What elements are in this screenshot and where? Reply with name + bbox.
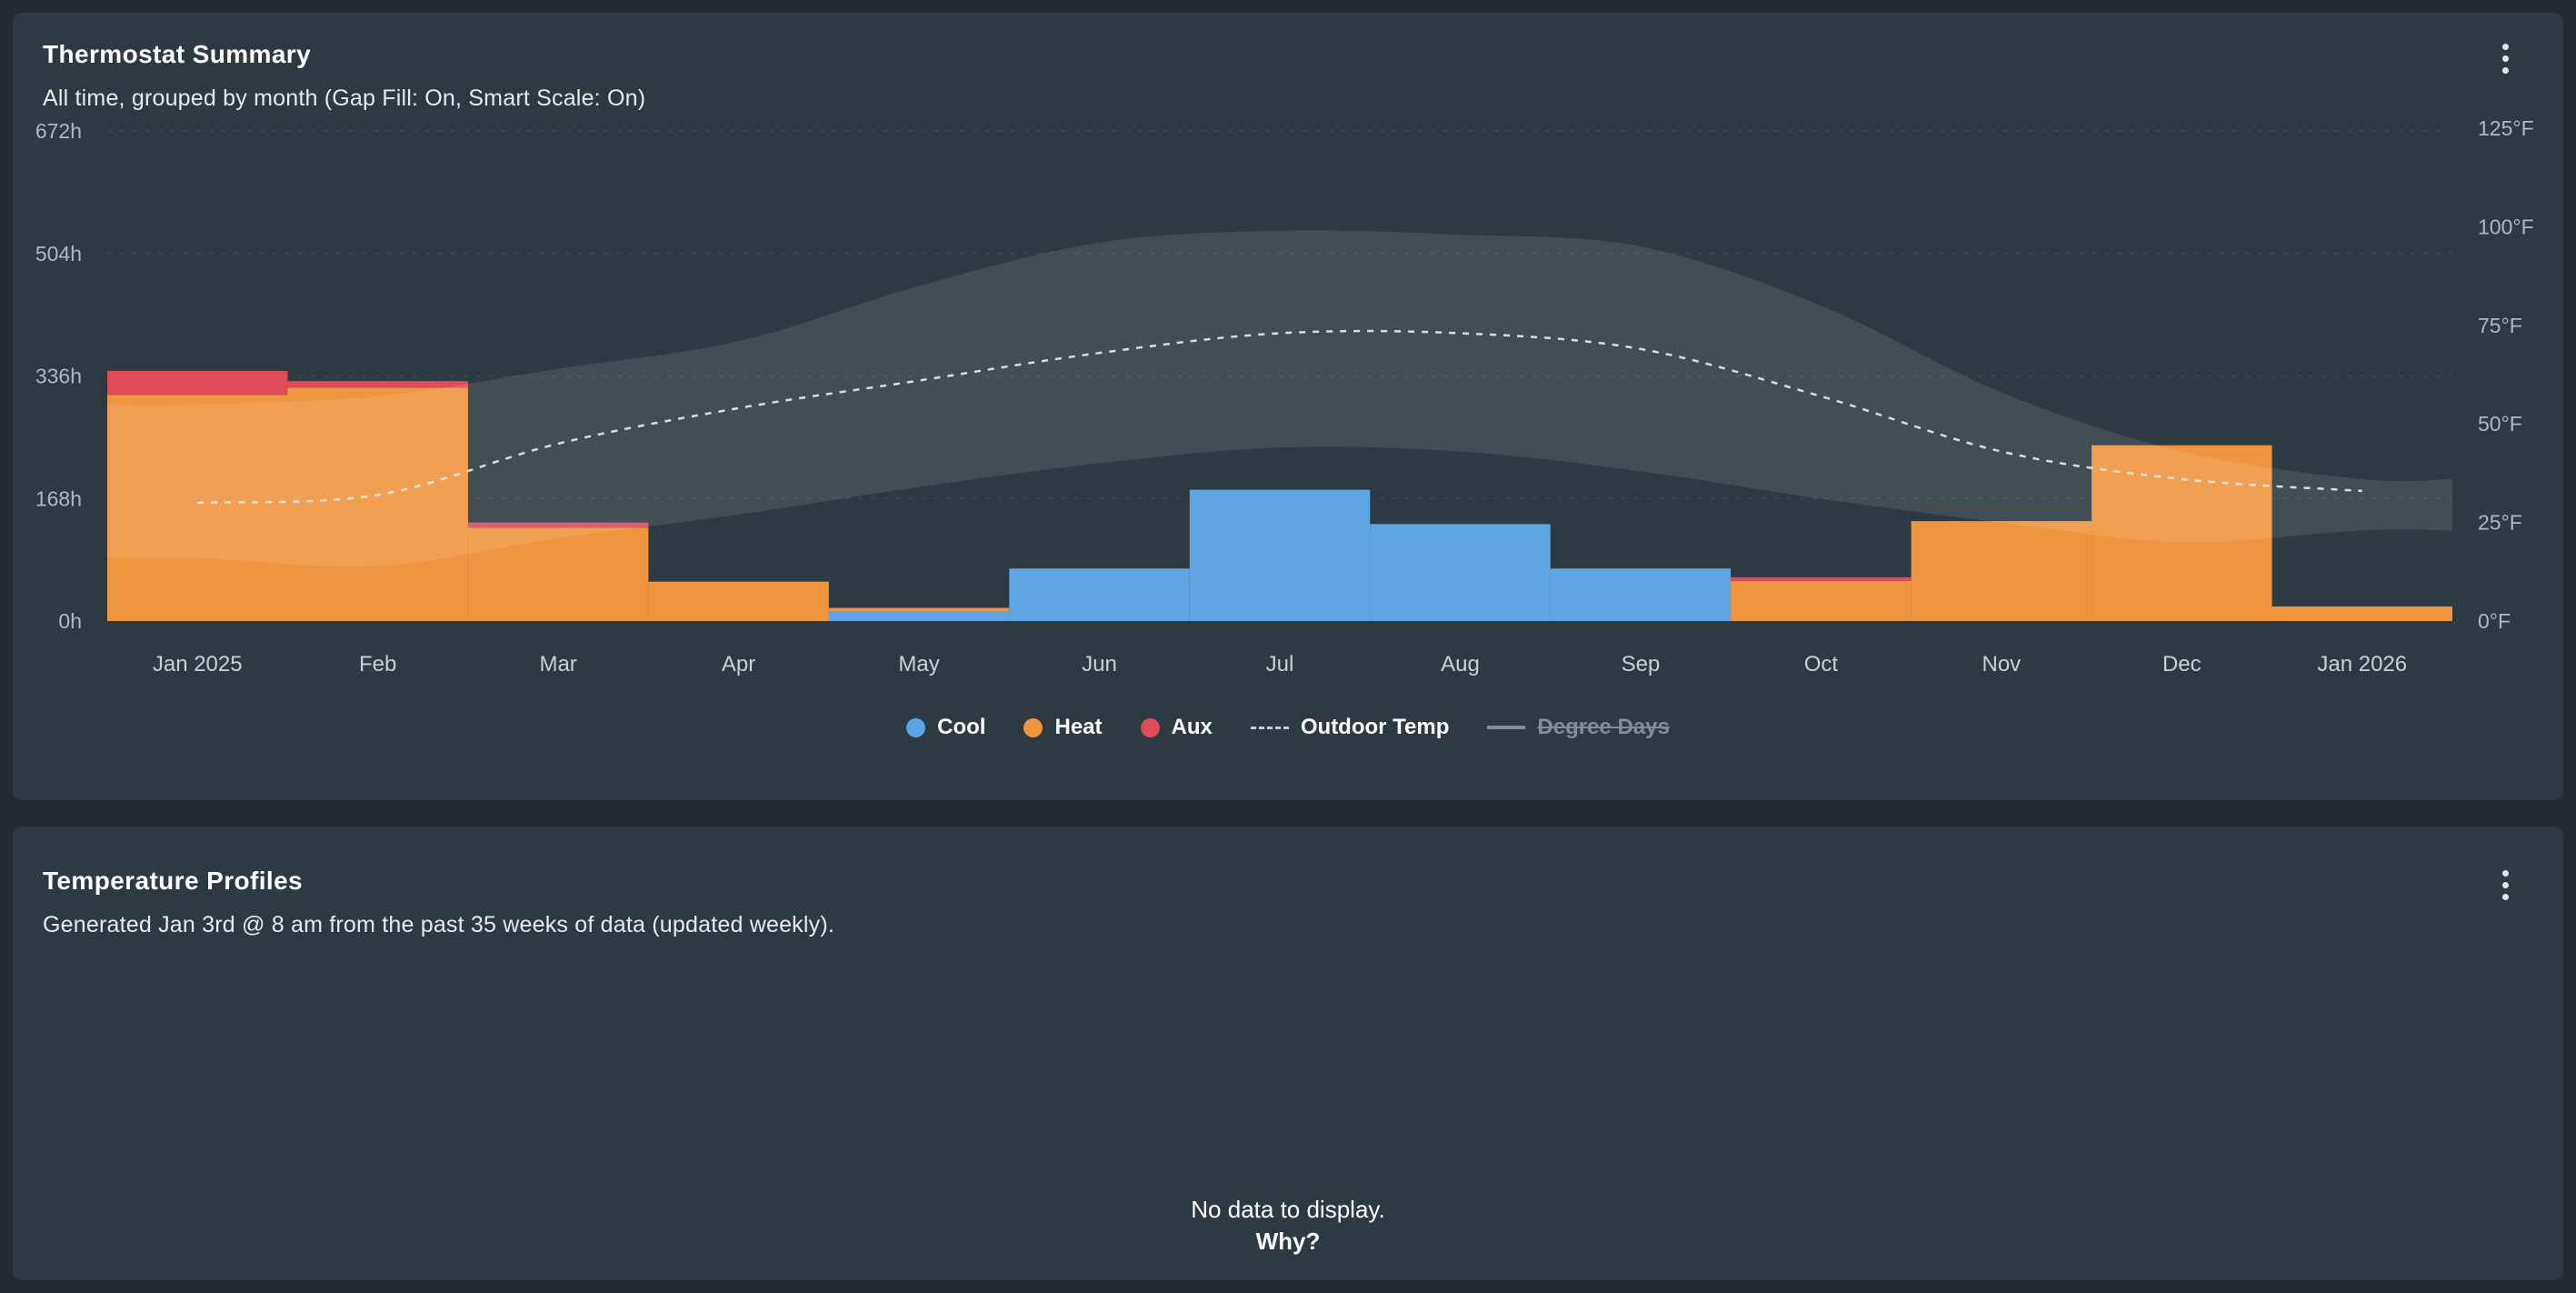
- svg-text:25°F: 25°F: [2478, 511, 2522, 535]
- chart-legend: Cool Heat Aux Outdoor Temp Degree Days: [13, 715, 2563, 740]
- legend-item-heat[interactable]: Heat: [1023, 715, 1103, 740]
- legend-item-aux[interactable]: Aux: [1140, 715, 1213, 740]
- outdoor-temp-swatch-icon: [1250, 726, 1289, 729]
- legend-item-degree-days[interactable]: Degree Days: [1487, 715, 1670, 740]
- svg-text:168h: 168h: [35, 486, 82, 510]
- summary-card-subtitle: All time, grouped by month (Gap Fill: On…: [43, 85, 646, 111]
- svg-text:504h: 504h: [35, 242, 82, 266]
- svg-text:May: May: [898, 652, 939, 677]
- kebab-dot: [2502, 55, 2509, 62]
- empty-state: No data to display. Why?: [13, 1194, 2563, 1258]
- profiles-card-subtitle: Generated Jan 3rd @ 8 am from the past 3…: [43, 912, 834, 937]
- legend-label-degree-days: Degree Days: [1537, 715, 1670, 739]
- svg-text:Mar: Mar: [539, 652, 576, 677]
- kebab-dot: [2502, 882, 2509, 888]
- temperature-profiles-card: Temperature Profiles Generated Jan 3rd @…: [13, 827, 2563, 1280]
- empty-state-message: No data to display.: [1191, 1196, 1385, 1223]
- kebab-menu-icon: [2502, 44, 2509, 50]
- kebab-menu-icon: [2502, 870, 2509, 877]
- cool-swatch-icon: [906, 717, 926, 737]
- kebab-dot: [2502, 894, 2509, 900]
- legend-label-heat: Heat: [1054, 715, 1103, 739]
- summary-card-menu-button[interactable]: [2495, 36, 2516, 81]
- svg-text:100°F: 100°F: [2478, 215, 2534, 238]
- svg-text:0h: 0h: [58, 609, 82, 633]
- aux-swatch-icon: [1140, 717, 1160, 737]
- profiles-card-title: Temperature Profiles: [43, 867, 304, 895]
- svg-text:75°F: 75°F: [2478, 314, 2522, 337]
- kebab-dot: [2502, 67, 2509, 74]
- svg-text:50°F: 50°F: [2478, 412, 2522, 436]
- legend-label-outdoor-temp: Outdoor Temp: [1300, 715, 1450, 739]
- heat-swatch-icon: [1023, 717, 1043, 737]
- thermostat-summary-card: 0h 168h 336h 504h 672h 0°F 25°F 50°F 75°F 100°F 12…: [13, 13, 2563, 800]
- svg-text:Jan 2025: Jan 2025: [153, 652, 243, 677]
- svg-text:125°F: 125°F: [2478, 116, 2534, 140]
- svg-text:Oct: Oct: [1804, 652, 1839, 677]
- svg-text:Sep: Sep: [1622, 652, 1661, 677]
- svg-text:336h: 336h: [35, 365, 82, 388]
- why-link[interactable]: Why?: [1255, 1228, 1321, 1255]
- thermostat-summary-chart: 0h 168h 336h 504h 672h 0°F 25°F 50°F 75°F 100°F 12…: [35, 116, 2534, 677]
- svg-text:Jul: Jul: [1266, 652, 1294, 677]
- svg-text:0°F: 0°F: [2478, 609, 2511, 633]
- legend-item-cool[interactable]: Cool: [906, 715, 985, 740]
- svg-text:Jun: Jun: [1082, 652, 1117, 677]
- svg-text:Apr: Apr: [722, 652, 755, 677]
- summary-card-title: Thermostat Summary: [43, 40, 312, 68]
- profiles-card-menu-button[interactable]: [2495, 863, 2516, 907]
- legend-label-aux: Aux: [1171, 715, 1213, 739]
- degree-days-swatch-icon: [1487, 726, 1526, 729]
- svg-text:Feb: Feb: [359, 652, 396, 677]
- svg-text:Nov: Nov: [1982, 652, 2022, 677]
- svg-text:Aug: Aug: [1441, 652, 1480, 677]
- legend-item-outdoor-temp[interactable]: Outdoor Temp: [1250, 715, 1450, 740]
- svg-text:Jan 2026: Jan 2026: [2317, 652, 2407, 677]
- svg-text:672h: 672h: [35, 119, 82, 143]
- legend-label-cool: Cool: [937, 715, 986, 739]
- svg-text:Dec: Dec: [2162, 652, 2202, 677]
